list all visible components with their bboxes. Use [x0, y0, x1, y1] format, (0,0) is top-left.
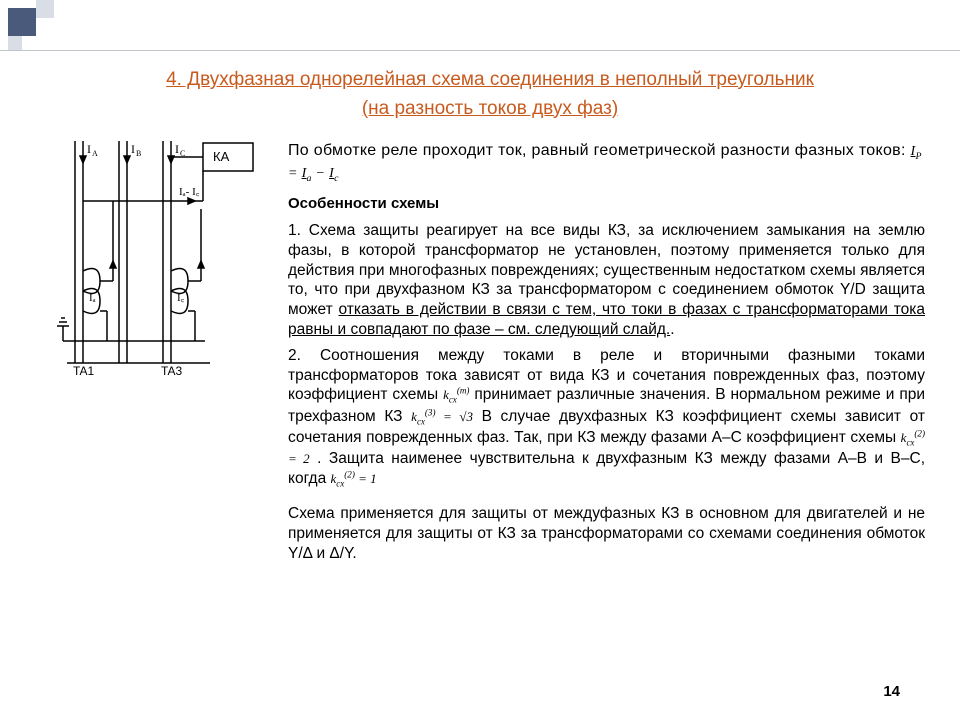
- circuit-diagram: IA IB IC КА Iₐ- I꜀ Iₐ I꜀ TA1 TA3: [55, 141, 270, 564]
- intro-text: По обмотке реле проходит ток, равный гео…: [288, 141, 925, 186]
- page-number: 14: [883, 683, 900, 700]
- slide-title: 4. Двухфазная однорелейная схема соедине…: [55, 66, 925, 123]
- k-2b-formula: kсх(2) = 1: [331, 471, 377, 486]
- paragraph-1: 1. Схема защиты реагирует на все виды КЗ…: [288, 221, 925, 340]
- title-line-1: 4. Двухфазная однорелейная схема соедине…: [166, 69, 814, 90]
- svg-text:I: I: [131, 142, 135, 156]
- svg-text:Iₐ- I꜀: Iₐ- I꜀: [179, 186, 200, 198]
- svg-text:C: C: [180, 149, 185, 158]
- slide-content: 4. Двухфазная однорелейная схема соедине…: [55, 66, 925, 564]
- features-heading: Особенности схемы: [288, 194, 925, 213]
- svg-text:A: A: [92, 149, 98, 158]
- svg-text:B: B: [136, 149, 141, 158]
- svg-text:TA1: TA1: [73, 364, 94, 376]
- text-column: По обмотке реле проходит ток, равный гео…: [288, 141, 925, 564]
- k-m-formula: kсх(m): [443, 387, 469, 402]
- svg-text:I: I: [175, 142, 179, 156]
- title-line-2: (на разность токов двух фаз): [362, 98, 618, 119]
- svg-text:КА: КА: [213, 149, 230, 164]
- paragraph-2: 2. Соотношения между токами в реле и вто…: [288, 346, 925, 490]
- svg-text:Iₐ: Iₐ: [89, 292, 96, 304]
- svg-text:TA3: TA3: [161, 364, 182, 376]
- top-divider: [0, 50, 960, 51]
- svg-text:I: I: [87, 142, 91, 156]
- k-3-formula: kсх(3) = √3: [411, 409, 473, 424]
- paragraph-3: Схема применяется для защиты от междуфаз…: [288, 504, 925, 563]
- svg-text:I꜀: I꜀: [177, 292, 185, 304]
